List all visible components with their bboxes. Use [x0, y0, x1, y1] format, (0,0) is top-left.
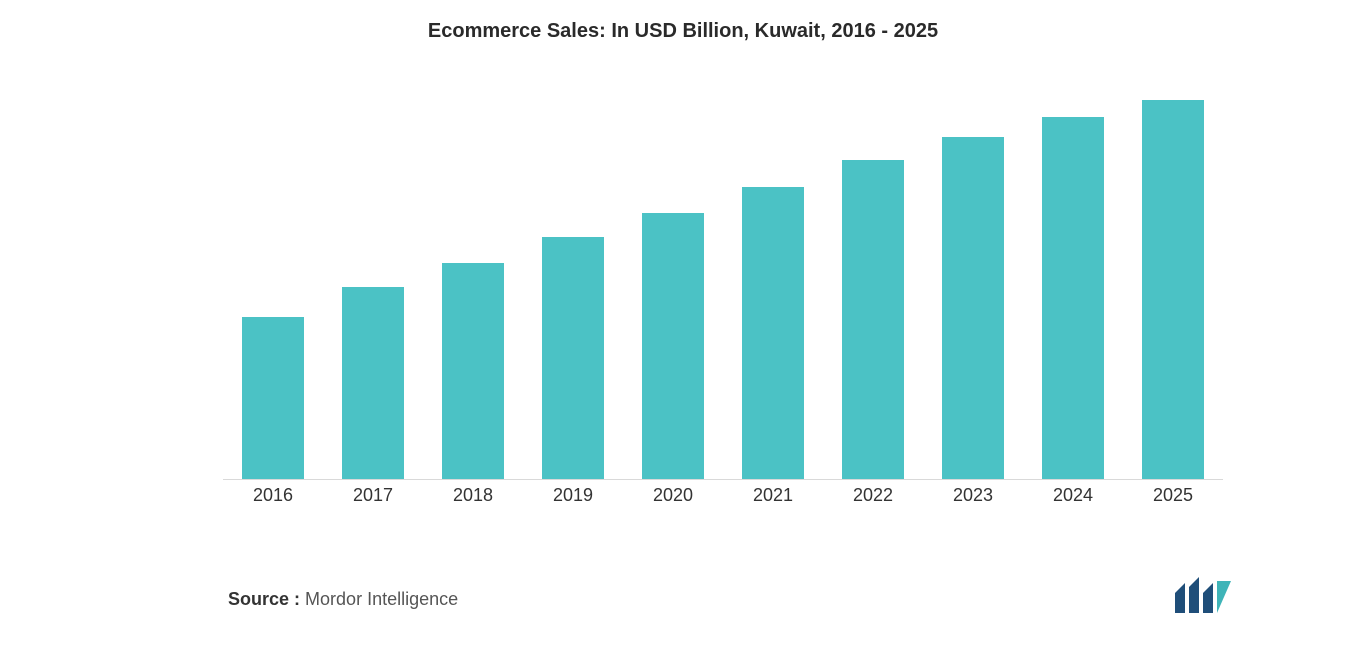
- bar-slot: [1123, 80, 1223, 480]
- bar-2017: [342, 287, 404, 480]
- bar-slot: [823, 80, 923, 480]
- x-axis-tick-label: 2023: [923, 485, 1023, 506]
- bar-2023: [942, 137, 1004, 480]
- bar-2018: [442, 263, 504, 480]
- x-axis-tick-label: 2018: [423, 485, 523, 506]
- bar-slot: [523, 80, 623, 480]
- x-axis-baseline: [223, 479, 1223, 480]
- bar-slot: [323, 80, 423, 480]
- bar-slot: [723, 80, 823, 480]
- logo-bars: [1175, 577, 1231, 613]
- x-axis-tick-label: 2024: [1023, 485, 1123, 506]
- x-axis-tick-label: 2019: [523, 485, 623, 506]
- bar-slot: [423, 80, 523, 480]
- x-axis-labels: 2016 2017 2018 2019 2020 2021 2022 2023 …: [223, 485, 1223, 506]
- x-axis-tick-label: 2020: [623, 485, 723, 506]
- bar-2019: [542, 237, 604, 480]
- chart-title: Ecommerce Sales: In USD Billion, Kuwait,…: [43, 20, 1323, 43]
- bar-2016: [242, 317, 304, 480]
- bar-group: [223, 80, 1223, 480]
- plot-area: [223, 80, 1223, 480]
- bar-2024: [1042, 117, 1104, 480]
- source-attribution: Source : Mordor Intelligence: [228, 589, 458, 610]
- x-axis-tick-label: 2021: [723, 485, 823, 506]
- chart-frame: Ecommerce Sales: In USD Billion, Kuwait,…: [43, 0, 1323, 640]
- bar-slot: [923, 80, 1023, 480]
- x-axis-tick-label: 2017: [323, 485, 423, 506]
- bar-slot: [223, 80, 323, 480]
- source-value: Mordor Intelligence: [305, 589, 458, 609]
- bar-2022: [842, 160, 904, 480]
- x-axis-tick-label: 2022: [823, 485, 923, 506]
- x-axis-tick-label: 2016: [223, 485, 323, 506]
- bar-slot: [623, 80, 723, 480]
- source-label: Source :: [228, 589, 300, 609]
- x-axis-tick-label: 2025: [1123, 485, 1223, 506]
- mordor-logo-icon: [1173, 575, 1233, 615]
- bar-2025: [1142, 100, 1204, 480]
- bar-slot: [1023, 80, 1123, 480]
- bar-2021: [742, 187, 804, 480]
- bar-2020: [642, 213, 704, 480]
